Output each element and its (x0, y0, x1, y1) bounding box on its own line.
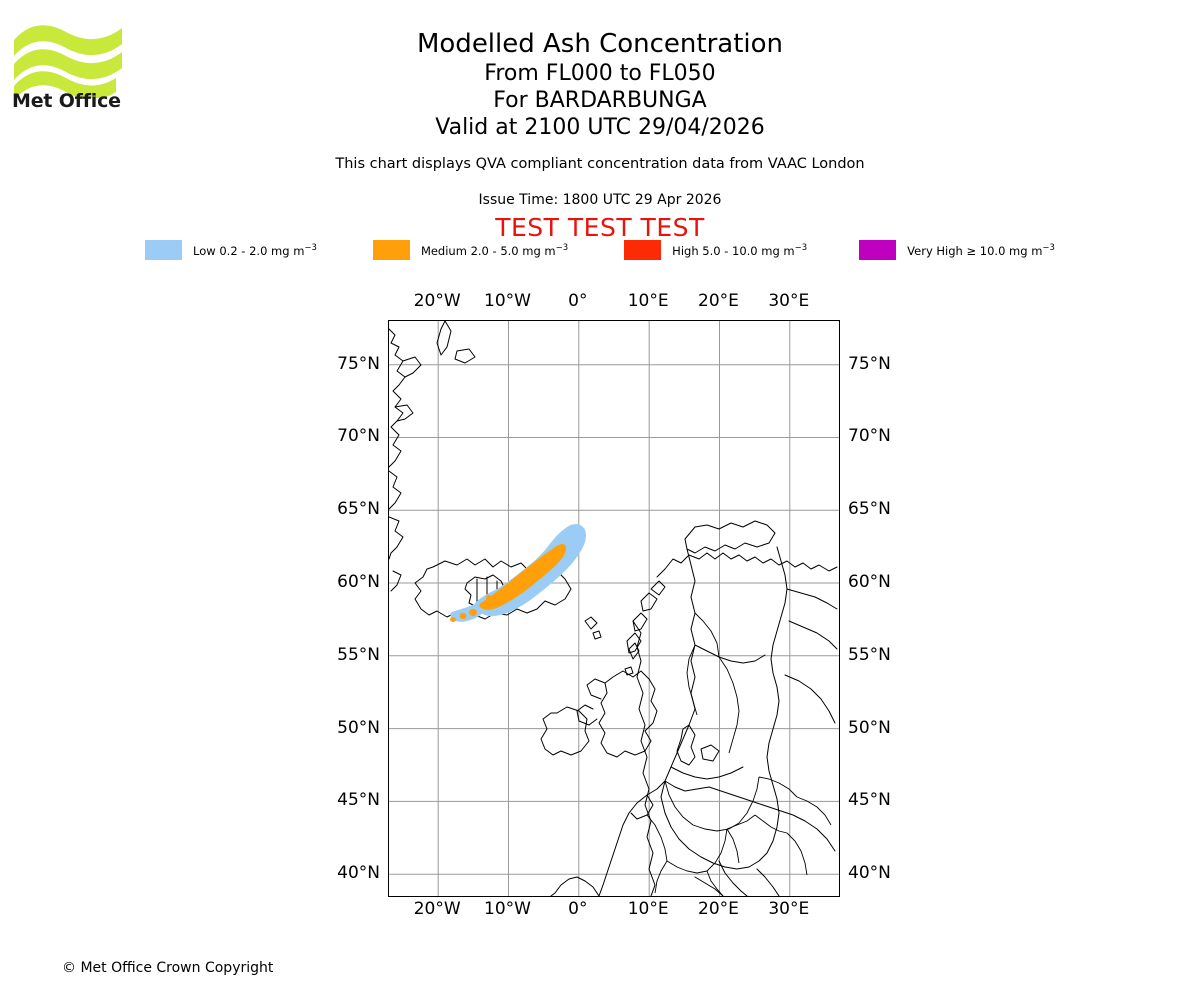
lon-tick-bottom-20°E: 20°E (698, 899, 739, 919)
lon-tick-top-10°E: 10°E (627, 291, 669, 311)
lon-tick-top-30°E: 30°E (768, 291, 810, 311)
legend-label-medium: Medium 2.0 - 5.0 mg m−3 (420, 242, 569, 258)
lat-tick-right-40°N: 40°N (848, 863, 891, 884)
legend-label-low: Low 0.2 - 2.0 mg m−3 (193, 242, 317, 258)
plume-medium-dots (450, 609, 478, 622)
flight-level-range: From FL000 to FL050 (484, 61, 716, 86)
legend-swatch-high (624, 240, 662, 260)
plume-source-marker (486, 595, 492, 601)
lat-tick-left-50°N: 50°N (337, 717, 380, 738)
ash-plume-layer (450, 524, 586, 622)
legend-label-high: High 5.0 - 10.0 mg m−3 (672, 242, 808, 258)
concentration-legend: Low 0.2 - 2.0 mg m−3 Medium 2.0 - 5.0 mg… (0, 240, 1200, 260)
legend-item-high: High 5.0 - 10.0 mg m−3 (624, 240, 807, 260)
lat-tick-right-45°N: 45°N (848, 790, 891, 811)
lat-tick-left-70°N: 70°N (337, 426, 380, 447)
lat-tick-right-55°N: 55°N (848, 644, 891, 665)
test-banner: TEST TEST TEST (495, 213, 705, 242)
map-coastlines (389, 321, 838, 896)
legend-swatch-very-high (859, 240, 897, 260)
lon-tick-top-0°: 0° (568, 291, 588, 311)
longitude-axis-bottom: 20°W 10°W 0° 10°E 20°E 30°E (0, 899, 1200, 921)
lon-tick-top-10°W: 10°W (484, 291, 532, 311)
lat-tick-right-65°N: 65°N (848, 499, 891, 520)
met-office-wordmark: Met Office (12, 90, 121, 112)
legend-item-medium: Medium 2.0 - 5.0 mg m−3 (372, 240, 569, 260)
lat-tick-right-50°N: 50°N (848, 717, 891, 738)
legend-label-very-high: Very High ≥ 10.0 mg m−3 (907, 242, 1055, 258)
lat-tick-left-75°N: 75°N (337, 353, 380, 374)
volcano-name: For BARDARBUNGA (493, 88, 707, 113)
met-office-logo (12, 20, 132, 115)
legend-swatch-medium (372, 240, 410, 260)
lat-tick-left-40°N: 40°N (337, 863, 380, 884)
lon-tick-bottom-20°W: 20°W (413, 899, 461, 919)
map-country-borders (646, 612, 832, 896)
lat-tick-left-65°N: 65°N (337, 499, 380, 520)
chart-title-block: Modelled Ash Concentration From FL000 to… (0, 28, 1200, 141)
lat-tick-right-75°N: 75°N (848, 353, 891, 374)
legend-item-low: Low 0.2 - 2.0 mg m−3 (145, 240, 317, 260)
copyright-notice: © Met Office Crown Copyright (62, 960, 274, 976)
latitude-axis-left: 75°N 70°N 65°N 60°N 55°N 50°N 45°N 40°N (268, 0, 380, 1000)
lat-tick-left-55°N: 55°N (337, 644, 380, 665)
lon-tick-bottom-30°E: 30°E (768, 899, 810, 919)
latitude-axis-right: 75°N 70°N 65°N 60°N 55°N 50°N 45°N 40°N (848, 0, 968, 1000)
lat-tick-left-60°N: 60°N (337, 572, 380, 593)
map-canvas (389, 321, 839, 896)
lat-tick-left-45°N: 45°N (337, 790, 380, 811)
longitude-axis-top: 20°W 10°W 0° 10°E 20°E 30°E (0, 291, 1200, 313)
lon-tick-bottom-10°E: 10°E (627, 899, 669, 919)
page-title: Modelled Ash Concentration (416, 29, 784, 59)
legend-swatch-low (145, 240, 183, 260)
valid-time: Valid at 2100 UTC 29/04/2026 (435, 115, 765, 140)
lon-tick-bottom-0°: 0° (568, 899, 588, 919)
map-gridlines (389, 321, 839, 896)
chart-subtitle: This chart displays QVA compliant concen… (335, 156, 865, 172)
lon-tick-bottom-10°W: 10°W (484, 899, 532, 919)
issue-time: Issue Time: 1800 UTC 29 Apr 2026 (478, 192, 722, 208)
lat-tick-right-70°N: 70°N (848, 426, 891, 447)
lon-tick-top-20°W: 20°W (413, 291, 461, 311)
plume-medium-contour (479, 544, 567, 610)
plume-low-contour-tail (450, 601, 486, 622)
legend-item-very-high: Very High ≥ 10.0 mg m−3 (859, 240, 1055, 260)
ash-concentration-map[interactable] (388, 320, 840, 897)
lon-tick-top-20°E: 20°E (698, 291, 739, 311)
lat-tick-right-60°N: 60°N (848, 572, 891, 593)
map-frame (388, 320, 840, 897)
